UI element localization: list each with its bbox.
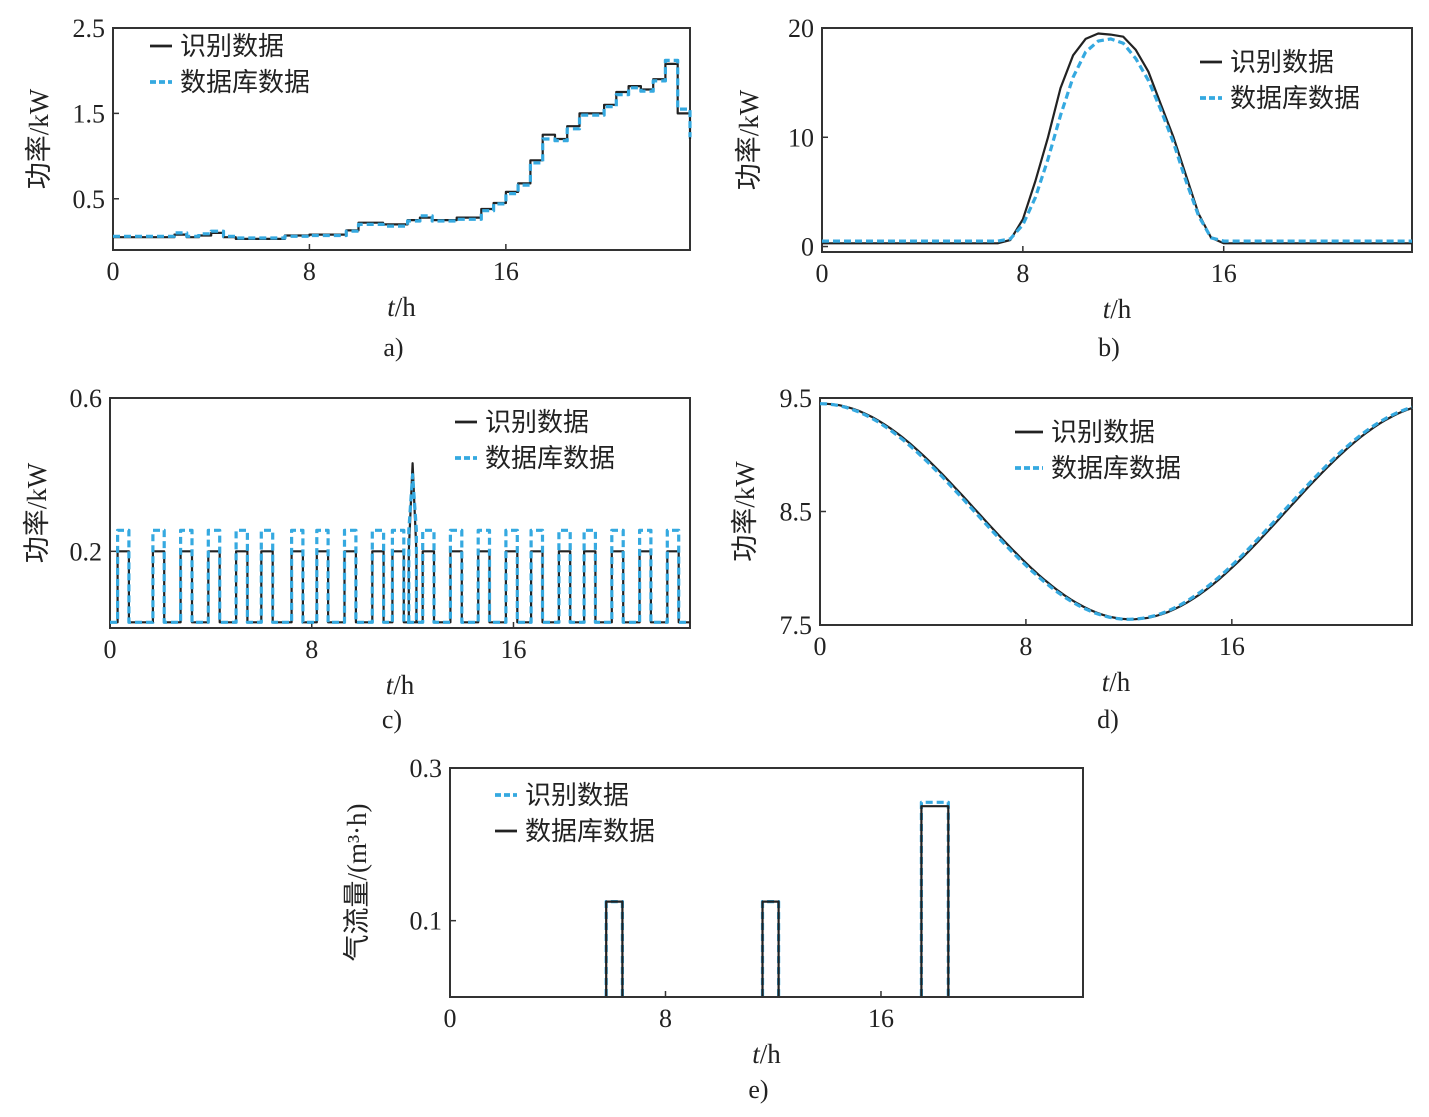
legend-entry: 数据库数据: [485, 444, 615, 474]
series-block: [920, 805, 950, 996]
x-tick-label: 0: [107, 257, 120, 286]
x-axis-label: t/h: [386, 670, 415, 700]
series-line: [110, 528, 690, 624]
legend-entry: 识别数据: [180, 32, 284, 62]
y-tick-label: 7.5: [780, 611, 813, 640]
panel-caption: a): [383, 333, 403, 362]
y-tick-label: 0: [801, 233, 814, 262]
x-axis-label: t/h: [1103, 294, 1132, 324]
series-line: [113, 58, 692, 240]
panel-caption: b): [1098, 333, 1120, 362]
x-tick-label: 16: [500, 635, 526, 664]
y-axis-label: 气流量/(m³·h): [342, 803, 372, 961]
legend-entry: 数据库数据: [1051, 454, 1181, 484]
y-tick-label: 20: [788, 14, 814, 43]
panel-caption: c): [382, 705, 402, 734]
series-spike: [407, 473, 418, 623]
y-tick-label: 0.2: [70, 537, 103, 566]
series-line: [819, 402, 1413, 621]
x-tick-label: 16: [868, 1004, 894, 1033]
series-block: [604, 900, 624, 996]
y-tick-label: 0.6: [70, 384, 103, 413]
series-line: [822, 37, 1412, 243]
x-tick-label: 8: [303, 257, 316, 286]
y-tick-label: 0.1: [410, 907, 443, 936]
x-tick-label: 16: [493, 257, 519, 286]
legend-entry: 识别数据: [1051, 418, 1155, 448]
series-block: [919, 800, 950, 996]
y-tick-label: 8.5: [780, 498, 813, 527]
legend-entry: 数据库数据: [525, 817, 655, 847]
x-tick-label: 16: [1219, 632, 1245, 661]
y-axis-label: 功率/kW: [22, 462, 52, 563]
x-axis-label: t/h: [752, 1039, 781, 1069]
plot-frame: [109, 397, 691, 629]
x-tick-label: 8: [1016, 259, 1029, 288]
legend-entry: 识别数据: [485, 408, 589, 438]
legend-entry: 数据库数据: [1230, 84, 1360, 114]
x-tick-label: 0: [104, 635, 117, 664]
series-block: [761, 900, 780, 996]
x-tick-label: 8: [1019, 632, 1032, 661]
x-tick-label: 8: [659, 1004, 672, 1033]
x-tick-label: 0: [816, 259, 829, 288]
y-tick-label: 0.5: [73, 185, 106, 214]
y-tick-label: 0.3: [410, 754, 443, 783]
x-axis-label: t/h: [387, 292, 416, 322]
y-tick-label: 9.5: [780, 384, 813, 413]
x-tick-label: 16: [1211, 259, 1237, 288]
x-tick-label: 0: [814, 632, 827, 661]
panel-caption: d): [1097, 705, 1119, 734]
series-line: [110, 550, 690, 624]
y-tick-label: 2.5: [73, 14, 106, 43]
y-axis-label: 功率/kW: [730, 461, 760, 562]
y-axis-label: 功率/kW: [734, 89, 764, 190]
plot-frame: [449, 767, 1084, 998]
x-axis-label: t/h: [1102, 667, 1131, 697]
series-block: [605, 900, 624, 996]
y-tick-label: 10: [788, 123, 814, 152]
plot-frame: [821, 27, 1413, 253]
legend-entry: 识别数据: [1230, 48, 1334, 78]
y-axis-label: 功率/kW: [24, 88, 54, 189]
legend-entry: 识别数据: [525, 781, 629, 811]
panel-caption: e): [748, 1075, 768, 1104]
series-block: [760, 900, 781, 996]
x-tick-label: 0: [444, 1004, 457, 1033]
x-tick-label: 8: [305, 635, 318, 664]
y-tick-label: 1.5: [73, 99, 106, 128]
legend-entry: 数据库数据: [180, 68, 310, 98]
